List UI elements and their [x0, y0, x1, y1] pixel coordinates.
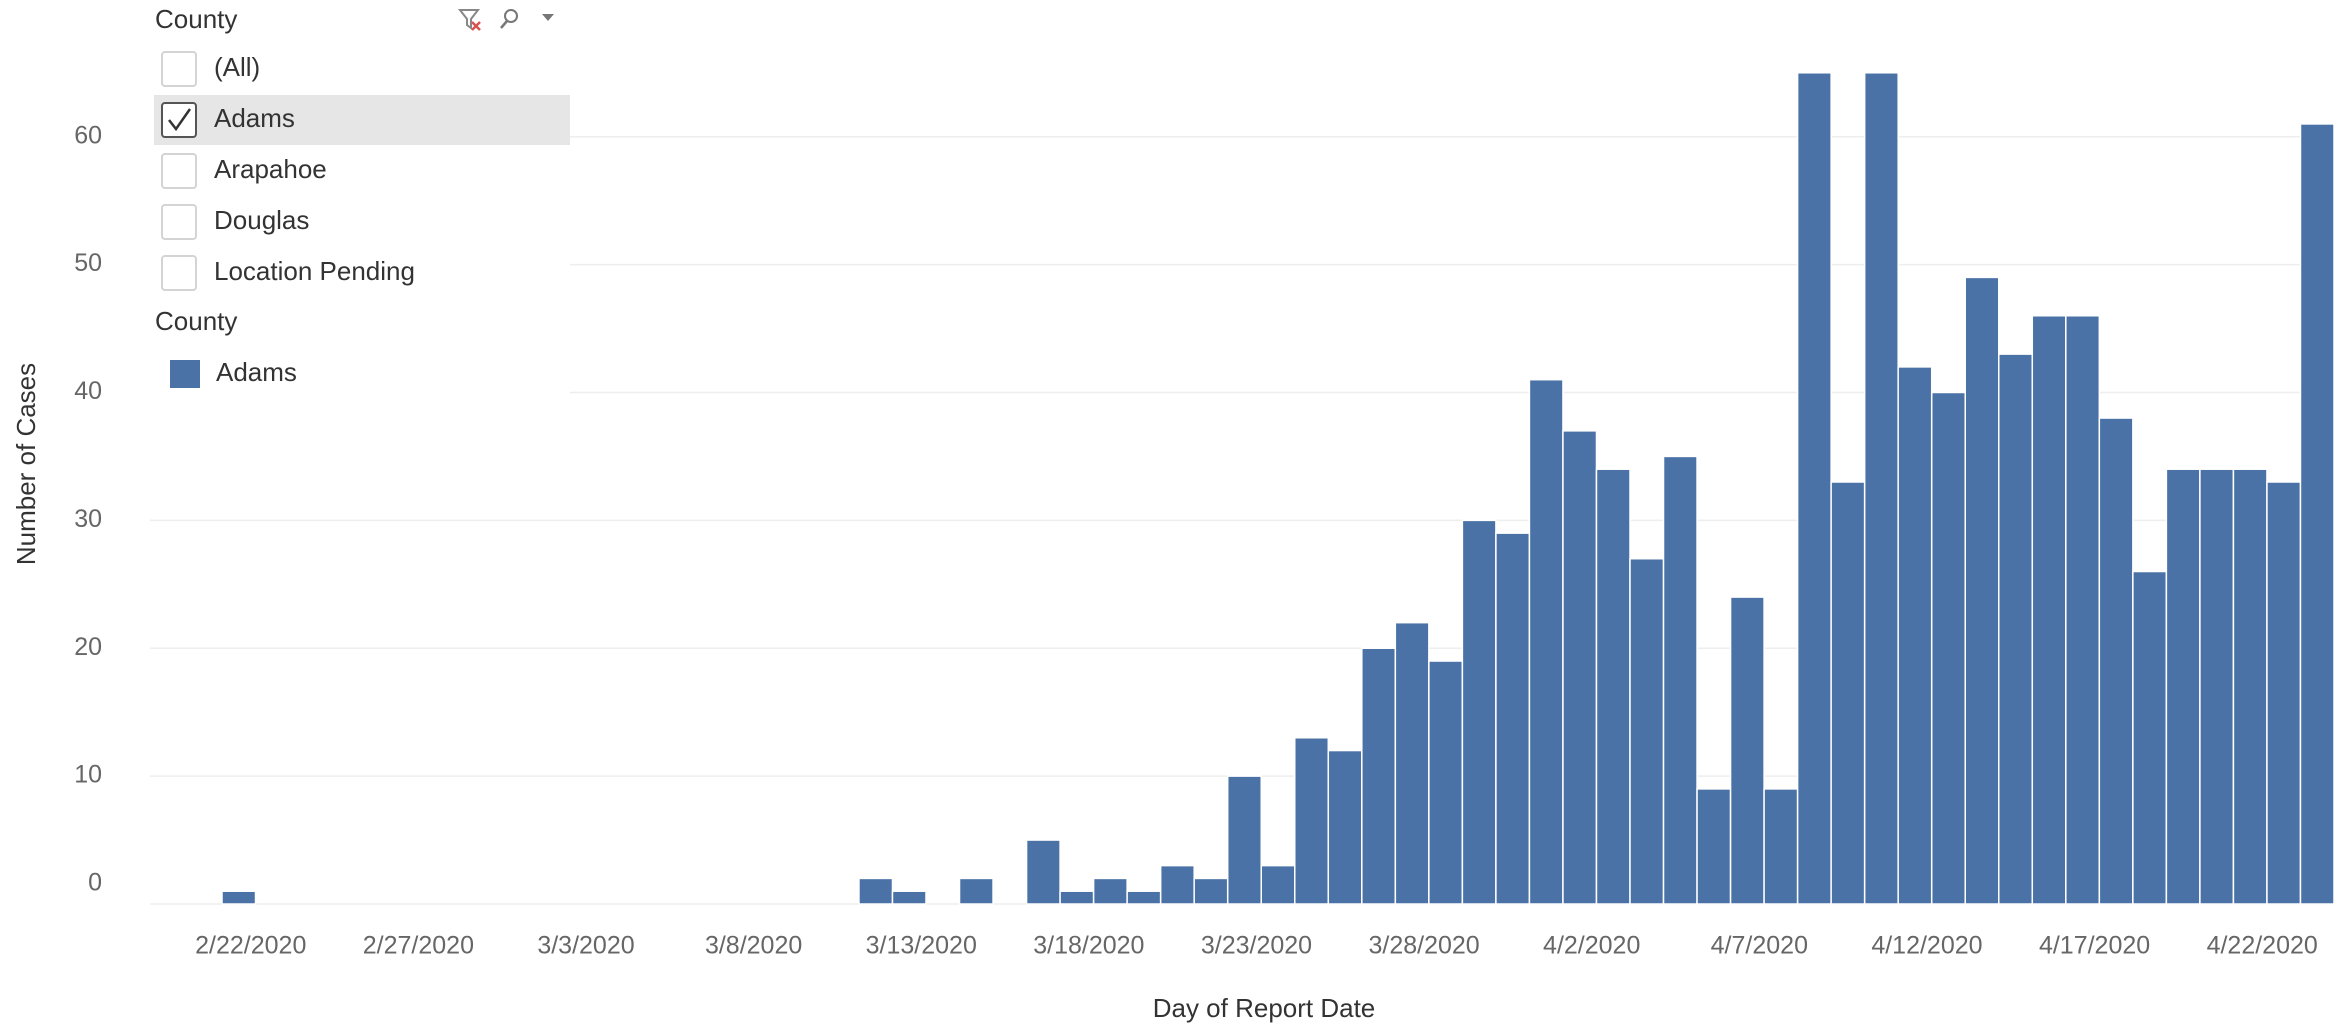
- y-tick-label: 40: [74, 377, 102, 405]
- filter-option[interactable]: Arapahoe: [214, 154, 327, 184]
- checkmark: [168, 108, 192, 132]
- bar: [2132, 570, 2168, 905]
- menu-icon[interactable]: [542, 14, 554, 21]
- bar: [2232, 468, 2268, 905]
- bar: [1025, 839, 1061, 905]
- y-tick-label: 50: [74, 249, 102, 277]
- checkbox[interactable]: [161, 204, 197, 240]
- bar: [1226, 775, 1262, 905]
- filter-option[interactable]: (All): [214, 52, 260, 82]
- x-tick-label: 4/7/2020: [1711, 932, 1808, 960]
- bar: [1294, 737, 1330, 905]
- bar: [1830, 481, 1866, 905]
- legend-title: County: [155, 306, 237, 336]
- selected-row: [154, 95, 570, 145]
- x-tick-label: 2/27/2020: [363, 932, 474, 960]
- bar: [1260, 864, 1296, 905]
- bar: [1629, 557, 1665, 905]
- bar: [2199, 468, 2235, 905]
- y-tick-label: 0: [88, 869, 102, 897]
- bar: [1763, 788, 1799, 905]
- bar: [2098, 417, 2134, 905]
- search-icon[interactable]: [500, 9, 518, 29]
- bar: [1964, 276, 2000, 905]
- clear-filter-icon[interactable]: [457, 9, 481, 31]
- filter-title: County: [155, 4, 237, 34]
- bar: [1998, 353, 2034, 905]
- bar: [1897, 366, 1933, 905]
- x-tick-label: 3/3/2020: [537, 932, 634, 960]
- bar: [1696, 788, 1732, 905]
- bars: [221, 72, 2335, 905]
- bar: [1930, 391, 1966, 905]
- x-tick-label: 3/18/2020: [1033, 932, 1144, 960]
- x-tick-label: 4/12/2020: [1871, 932, 1982, 960]
- bar: [1428, 660, 1464, 905]
- filter-option[interactable]: Adams: [214, 103, 295, 133]
- bar: [858, 877, 894, 905]
- x-tick-label: 3/28/2020: [1368, 932, 1479, 960]
- checkbox[interactable]: [161, 102, 197, 138]
- filter-panel: [150, 0, 570, 400]
- x-tick-label: 4/17/2020: [2039, 932, 2150, 960]
- bar: [1495, 532, 1531, 905]
- y-axis-title: Number of Cases: [11, 363, 41, 565]
- checkbox[interactable]: [161, 153, 197, 189]
- checkbox[interactable]: [161, 255, 197, 291]
- bar: [1159, 864, 1195, 905]
- legend-label: Adams: [216, 357, 297, 387]
- bar: [2065, 315, 2101, 905]
- bar: [1394, 621, 1430, 905]
- filter-option[interactable]: Douglas: [214, 205, 309, 235]
- x-tick-label: 4/22/2020: [2207, 932, 2318, 960]
- x-tick-label: 3/13/2020: [866, 932, 977, 960]
- bar: [1361, 647, 1397, 905]
- legend-swatch: [170, 360, 200, 388]
- bar: [1327, 749, 1363, 905]
- bar: [1863, 72, 1899, 905]
- bar: [2266, 481, 2302, 905]
- x-tick-label: 3/23/2020: [1201, 932, 1312, 960]
- bar: [1796, 72, 1832, 905]
- y-tick-label: 20: [74, 633, 102, 661]
- bar: [1126, 890, 1162, 905]
- bar: [2299, 123, 2335, 905]
- bar: [1461, 519, 1497, 905]
- filter-option[interactable]: Location Pending: [214, 256, 415, 286]
- bar: [1729, 596, 1765, 905]
- bar: [958, 877, 994, 905]
- bar: [891, 890, 927, 905]
- y-tick-label: 10: [74, 761, 102, 789]
- bar: [1528, 378, 1564, 905]
- y-tick-label: 60: [74, 121, 102, 149]
- checkbox[interactable]: [161, 51, 197, 87]
- bar: [2031, 315, 2067, 905]
- x-tick-label: 2/22/2020: [195, 932, 306, 960]
- y-tick-label: 30: [74, 505, 102, 533]
- bar: [1662, 455, 1698, 905]
- x-tick-label: 3/8/2020: [705, 932, 802, 960]
- x-axis-title: Day of Report Date: [1153, 993, 1376, 1023]
- filter-card[interactable]: County (All) Adams Arapahoe Douglas Location…: [154, 4, 570, 291]
- bar: [221, 890, 257, 905]
- bar: [1059, 890, 1095, 905]
- bar: [1193, 877, 1229, 905]
- bar: [1092, 877, 1128, 905]
- bar: [1595, 468, 1631, 905]
- bar: [2165, 468, 2201, 905]
- bar: [1562, 430, 1598, 905]
- x-tick-label: 4/2/2020: [1543, 932, 1640, 960]
